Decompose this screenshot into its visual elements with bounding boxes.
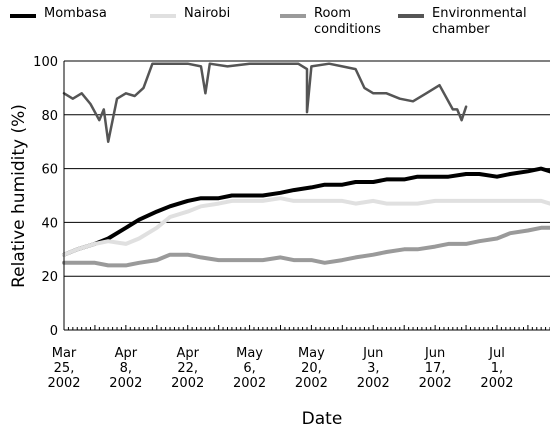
legend-label-mombasa: Mombasa [44,6,107,21]
legend-label-environmental-chamber: Environmental chamber [432,6,527,37]
legend: Mombasa Nairobi Room conditions Environm… [10,6,550,46]
series-line-room-conditions [62,225,550,268]
x-tick-label: Apr 8, 2002 [109,346,142,391]
series-line-environmental-chamber [62,62,468,143]
x-tick-label: May 6, 2002 [233,346,266,391]
y-tick-label-60: 60 [41,163,58,178]
y-tick-label-0: 0 [50,324,58,339]
legend-label-nairobi: Nairobi [184,6,231,21]
legend-swatch-room-conditions [280,14,306,18]
x-tick-label: Jun 3, 2002 [357,346,390,391]
legend-item-environmental-chamber: Environmental chamber [398,6,527,38]
x-tick-label: Apr 22, 2002 [171,346,204,391]
x-tick-label: Jul 1, 2002 [480,346,513,391]
legend-swatch-mombasa [10,14,36,18]
series-line-mombasa [62,166,550,257]
axes [63,61,550,331]
grid-lines [64,60,550,277]
legend-item-mombasa: Mombasa [10,6,107,22]
legend-swatch-nairobi [150,14,176,18]
y-tick-label-80: 80 [41,109,58,124]
x-tick-label: Mar 25, 2002 [47,346,80,391]
x-tick-label: Jun 17, 2002 [419,346,452,391]
y-tick-label-100: 100 [33,55,58,70]
y-axis-label: Relative humidity (%) [9,104,29,288]
legend-item-nairobi: Nairobi [150,6,230,22]
x-tick-label: May 20, 2002 [295,346,328,391]
x-axis-label: Date [302,409,343,429]
y-tick-label-20: 20 [41,270,58,285]
legend-label-room-conditions: Room conditions [314,6,381,37]
legend-swatch-environmental-chamber [398,14,424,18]
legend-item-room-conditions: Room conditions [280,6,381,38]
series-line-nairobi [62,196,550,257]
tick-labels: 0 20 40 60 80 100 Mar 25, 2002 Apr 8, 2002 Apr 22, 200… [33,55,513,391]
y-tick-label-40: 40 [41,216,58,231]
data-series [62,62,550,268]
